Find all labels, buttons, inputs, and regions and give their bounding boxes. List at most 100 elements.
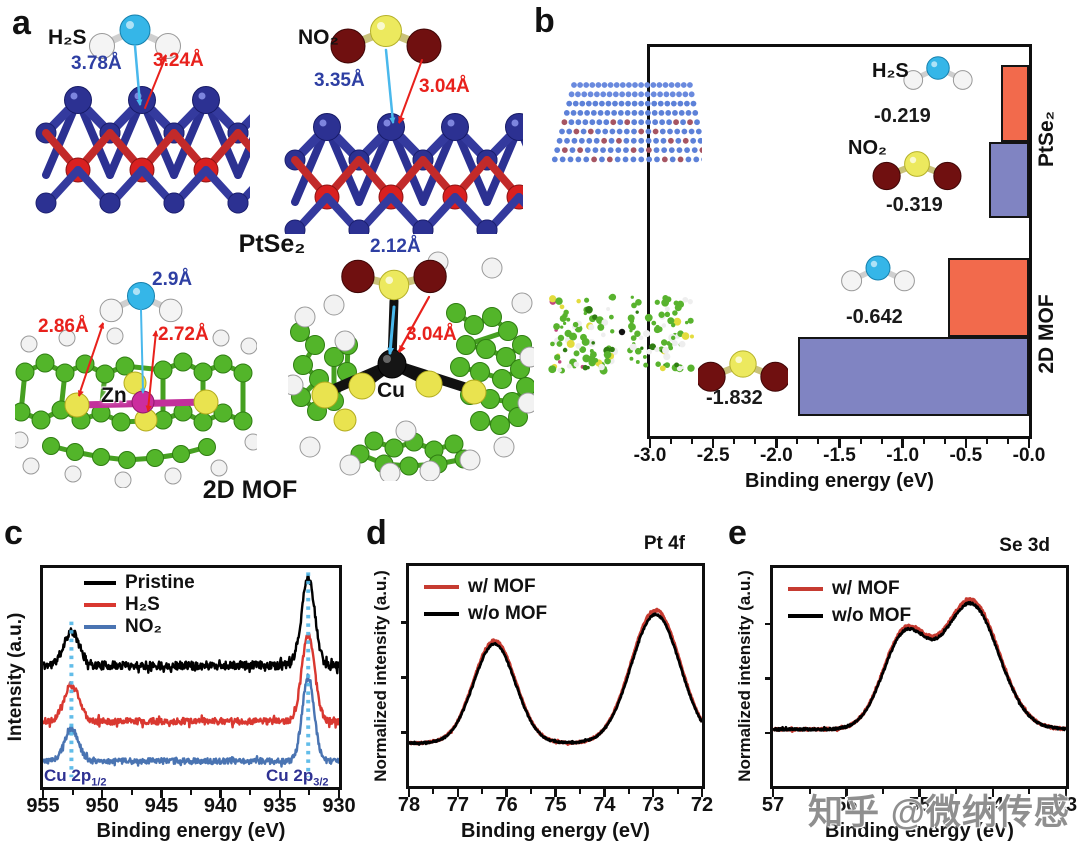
lattice-dot [699, 147, 702, 153]
lattice-dot [662, 82, 669, 88]
lattice-dot [599, 156, 605, 163]
x-tick-major [1027, 439, 1031, 448]
lattice-dot [604, 110, 611, 116]
mof-dot [597, 323, 605, 331]
mof-dot [663, 352, 671, 361]
lattice-dot [592, 147, 599, 153]
mof-dot [550, 341, 555, 347]
lattice-dot [645, 110, 651, 116]
lattice-dot [625, 91, 632, 98]
panel-label-b: b [534, 2, 555, 40]
mof-dot [588, 324, 595, 331]
carbon-atom [31, 410, 51, 430]
row-label-2d-mof: 2D MOF [1035, 294, 1058, 374]
x-tick-label: 940 [203, 795, 238, 817]
legend-panel-d: w/ MOF w/o MOF [424, 573, 547, 627]
lattice-dot [595, 82, 602, 88]
lattice-dot [570, 110, 577, 116]
atom [735, 356, 743, 364]
x-tick-label: -2.5 [696, 445, 730, 466]
bar-mof-no2 [797, 337, 1029, 416]
legend-panel-c: Pristine H₂S NO₂ [84, 572, 195, 638]
mof-dot [557, 367, 562, 373]
carbon-atom [193, 412, 213, 432]
bond [133, 44, 142, 106]
hydrogen-atom [114, 471, 132, 488]
atom [70, 92, 78, 100]
mof-dot [668, 344, 673, 349]
lattice-dot [667, 128, 673, 135]
carbon-atom [399, 456, 419, 476]
x-tick-minor [817, 439, 820, 444]
bar-gas-label-no2: NO₂ [848, 137, 887, 159]
x-tick-label: 945 [144, 795, 179, 817]
x-tick-minor [71, 790, 74, 795]
watermark: 知乎 @微纳传感 [808, 793, 1070, 832]
mof-dot [672, 310, 678, 316]
se-atom [348, 219, 370, 234]
bar-chart-frame [647, 44, 1032, 439]
carbon-atom [66, 443, 84, 461]
lattice-dot [701, 157, 702, 162]
lattice-dot [566, 100, 573, 107]
mof-dot [573, 350, 580, 357]
molecular-scene-no2-on-mof [288, 251, 534, 481]
y-tick-minor [765, 622, 770, 625]
x-tick-minor [308, 790, 311, 795]
panel-label-d: d [366, 514, 387, 552]
mof-dot [560, 325, 564, 329]
carbon-atom [446, 303, 466, 323]
lattice-dot [644, 82, 651, 88]
atom [931, 61, 938, 68]
lattice-dot [569, 147, 576, 153]
lattice-dot [630, 137, 637, 144]
lattice-dot [638, 91, 645, 98]
bar-value-mof-h2s: -0.642 [846, 306, 903, 328]
mof-dot [600, 332, 606, 338]
lattice-dot [694, 119, 700, 126]
spectrum-curve-w-o-mof [409, 612, 702, 746]
lattice-dot [596, 119, 603, 126]
x-tick-label: 950 [85, 795, 119, 817]
mof-dot [583, 311, 588, 316]
lattice-dot [630, 156, 637, 163]
lattice-dot [638, 119, 645, 126]
y-tick-minor [765, 731, 770, 734]
x-tick-major [901, 439, 904, 448]
bar-mof-h2s [947, 258, 1029, 337]
carbon-atom [55, 363, 75, 383]
y-tick-minor [401, 731, 406, 734]
hydrogen-atom [58, 329, 76, 347]
h2s-molecule-icon [903, 56, 973, 90]
x-tick-label: -1.0 [886, 445, 920, 466]
mof-dot [638, 335, 644, 341]
arrowhead [77, 390, 84, 397]
bond [398, 59, 423, 123]
x-tick-minor [880, 439, 883, 444]
lattice-dot [657, 91, 663, 98]
lattice-dot [657, 100, 664, 107]
arrowhead [160, 54, 167, 62]
lattice-dot [661, 156, 668, 163]
x-tick-label: 76 [495, 794, 518, 816]
hydrogen-atom [15, 431, 29, 449]
x-tick-major [219, 790, 222, 798]
lattice-dot [579, 100, 586, 107]
se-atom [192, 86, 220, 114]
annotation-sub: 1/2 [91, 776, 107, 789]
mof-dot [609, 314, 614, 320]
x-tick-minor [130, 790, 133, 795]
mof-dot [660, 339, 668, 346]
mof-dot [566, 363, 572, 369]
mof-dot [640, 346, 644, 350]
lattice-dot [652, 128, 659, 135]
lattice-dot [674, 82, 681, 88]
x-tick-major [964, 439, 968, 448]
x-tick-label: -1.5 [823, 445, 856, 466]
lattice-dot [687, 82, 693, 88]
sulfur-atom [193, 389, 219, 415]
x-tick-major [648, 439, 652, 448]
lattice-dot [608, 137, 615, 144]
lattice-dot [578, 137, 585, 144]
arrowhead [398, 116, 405, 124]
